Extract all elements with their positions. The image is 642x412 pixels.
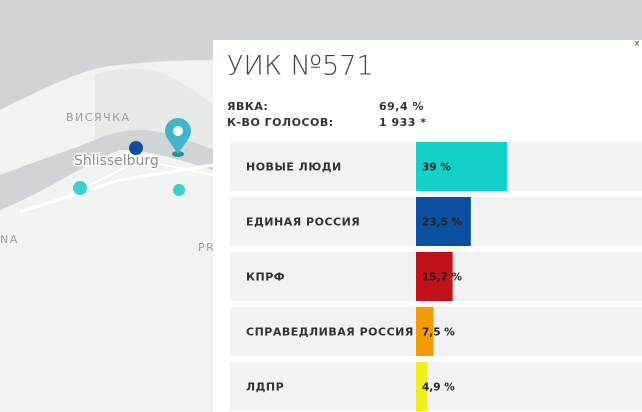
party-name: ЕДИНАЯ РОССИЯ: [246, 216, 360, 229]
map-label: NA: [0, 233, 19, 246]
bar: [416, 307, 434, 356]
bar: [416, 252, 453, 301]
stat-value: 69,4 %: [379, 100, 424, 113]
row-background: [230, 362, 642, 411]
map-city-label: Shlisselburg: [74, 153, 159, 169]
party-name: НОВЫЕ ЛЮДИ: [246, 161, 342, 174]
popup-title: УИК №571: [227, 51, 374, 82]
stat-value: 1 933 *: [379, 116, 427, 129]
value-label: 39 %: [422, 162, 451, 174]
value-label: 7,5 %: [422, 327, 455, 339]
value-label: 15,7 %: [422, 272, 463, 284]
bar: [416, 362, 428, 411]
map-pin-dot: [173, 126, 183, 136]
stat-label: К-ВО ГОЛОСОВ:: [227, 116, 334, 129]
party-name: СПРАВЕДЛИВАЯ РОССИЯ: [246, 326, 414, 339]
map-marker[interactable]: [173, 184, 185, 196]
map-label: ВИСЯЧКА: [66, 111, 130, 124]
map-label: PR: [198, 241, 215, 254]
map-road: [19, 163, 214, 214]
value-label: 4,9 %: [422, 382, 455, 394]
map-river: [0, 115, 213, 210]
stat-label: ЯВКА:: [227, 100, 268, 113]
party-name: КПРФ: [246, 271, 285, 284]
map-marker[interactable]: [129, 141, 143, 155]
value-label: 23,5 %: [422, 217, 463, 229]
party-name: ЛДПР: [246, 381, 284, 394]
row-background: [230, 307, 642, 356]
close-button[interactable]: ×: [634, 37, 639, 50]
bar: [416, 142, 507, 191]
map-water: [0, 0, 642, 110]
results-chart: НОВЫЕ ЛЮДИ 39 % ЕДИНАЯ РОССИЯ 23,5 % КПРФ 15,…: [230, 142, 642, 411]
map-marker[interactable]: [73, 181, 87, 195]
bar: [416, 197, 471, 246]
